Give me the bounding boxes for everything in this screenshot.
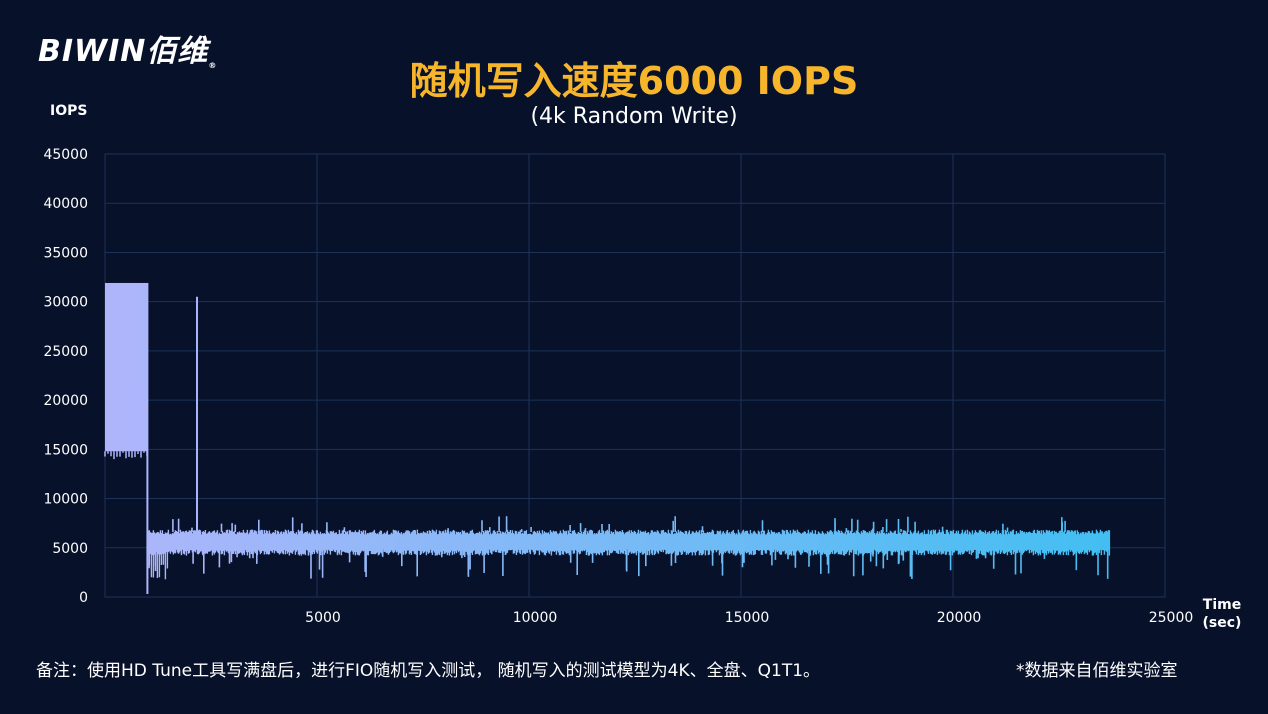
data-source: *数据来自佰维实验室 — [1016, 661, 1178, 681]
y-tick-label: 25000 — [43, 344, 88, 360]
y-tick-label: 15000 — [43, 442, 88, 458]
burst-edge — [104, 451, 148, 460]
registered-mark: ® — [208, 61, 218, 70]
footnote: 备注：使用HD Tune工具写满盘后，进行FIO随机写入测试， 随机写入的测试模… — [36, 661, 821, 681]
biwin-logo: BIWIN佰维® — [38, 26, 217, 70]
steady-band — [146, 529, 1111, 556]
x-tick-label: 5000 — [305, 610, 341, 626]
transition-dips — [146, 549, 169, 580]
chart-subtitle: (4k Random Write) — [530, 104, 738, 129]
x-tick-label: 25000 — [1149, 610, 1194, 626]
x-axis-label-unit: (sec) — [1202, 615, 1242, 631]
y-tick-label: 30000 — [43, 295, 88, 311]
y-tick-label: 45000 — [43, 147, 88, 163]
y-axis-label: IOPS — [50, 103, 88, 119]
y-tick-label: 10000 — [43, 492, 88, 508]
y-tick-label: 35000 — [43, 245, 88, 261]
x-tick-label: 15000 — [725, 610, 770, 626]
x-axis-label-main: Time — [1202, 597, 1242, 613]
x-tick-label: 10000 — [513, 610, 558, 626]
chart-title: 随机写入速度6000 IOPS — [409, 59, 859, 103]
y-tick-label: 20000 — [43, 393, 88, 409]
steady-spikes — [148, 516, 1109, 579]
burst-band — [105, 282, 148, 452]
y-tick-label: 0 — [79, 590, 88, 606]
x-axis-label: Time (sec) — [1198, 596, 1246, 632]
y-tick-label: 40000 — [43, 196, 88, 212]
logo-text: BIWIN佰维 — [38, 34, 209, 69]
y-tick-label: 5000 — [52, 541, 88, 557]
x-tick-label: 20000 — [937, 610, 982, 626]
